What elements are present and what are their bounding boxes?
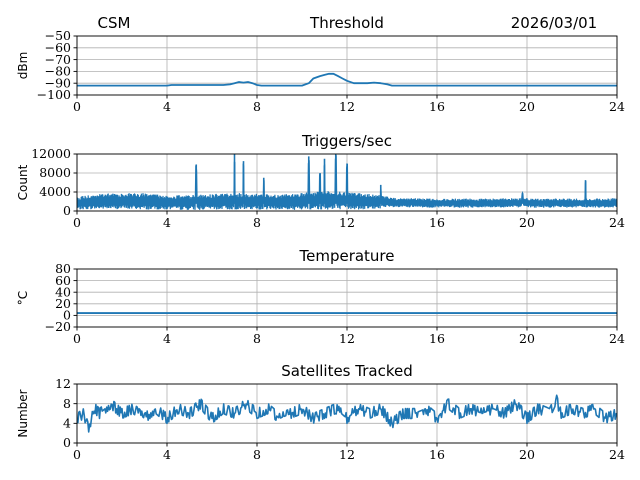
- threshold-line: [77, 72, 617, 87]
- y-axis-label: dBm: [16, 52, 30, 80]
- x-tick-label: 16: [429, 447, 445, 462]
- y-axis-label: Number: [16, 389, 30, 437]
- y-tick-label: 12: [55, 376, 71, 391]
- x-tick-label: 16: [429, 331, 445, 346]
- y-axis-label: °C: [16, 291, 30, 305]
- data-layer: [77, 154, 617, 211]
- chart-title: Temperature: [298, 247, 394, 265]
- x-tick-label: 4: [163, 215, 171, 230]
- x-tick-label: 24: [609, 331, 625, 346]
- y-tick-label: 0: [63, 203, 71, 218]
- y-tick-label: −80: [45, 64, 71, 79]
- y-tick-label: −60: [45, 40, 71, 55]
- y-tick-label: 40: [55, 284, 71, 299]
- x-tick-label: 8: [253, 215, 261, 230]
- y-tick-label: −20: [45, 319, 71, 334]
- x-tick-label: 20: [519, 215, 535, 230]
- y-tick-label: −100: [37, 87, 71, 102]
- x-tick-label: 20: [519, 447, 535, 462]
- x-tick-label: 12: [339, 447, 355, 462]
- y-tick-label: 80: [55, 261, 71, 276]
- y-tick-label: 0: [63, 308, 71, 323]
- y-tick-label: 4000: [39, 184, 71, 199]
- data-layer: [77, 394, 617, 433]
- chart-title: Satellites Tracked: [281, 362, 412, 380]
- x-tick-label: 12: [339, 99, 355, 114]
- panel-2: 0 4 8 12 16 20 24 0 4000 8000 12000 Triggers/sec Cou…: [16, 132, 625, 230]
- y-axis-label: Count: [16, 164, 30, 200]
- x-tick-label: 0: [73, 331, 81, 346]
- x-tick-label: 4: [163, 99, 171, 114]
- y-tick-label: 8: [63, 396, 71, 411]
- y-tick-label: 4: [63, 416, 71, 431]
- x-tick-label: 24: [609, 99, 625, 114]
- x-tick-label: 20: [519, 99, 535, 114]
- y-tick-label: 12000: [31, 146, 71, 161]
- y-tick-label: 20: [55, 296, 71, 311]
- date-label: 2026/03/01: [511, 14, 597, 32]
- y-tick-label: −70: [45, 52, 71, 67]
- x-tick-label: 8: [253, 447, 261, 462]
- x-tick-label: 4: [163, 447, 171, 462]
- chart-title: Threshold: [309, 14, 384, 32]
- x-tick-label: 8: [253, 331, 261, 346]
- y-tick-label: 0: [63, 435, 71, 450]
- satellites-line: [77, 394, 617, 433]
- station-label: CSM: [98, 14, 131, 32]
- x-tick-label: 16: [429, 215, 445, 230]
- y-tick-label: 8000: [39, 165, 71, 180]
- x-tick-label: 12: [339, 331, 355, 346]
- x-tick-label: 24: [609, 215, 625, 230]
- x-tick-label: 20: [519, 331, 535, 346]
- x-tick-label: 0: [73, 447, 81, 462]
- x-tick-label: 0: [73, 99, 81, 114]
- data-layer: [77, 72, 617, 87]
- chart-title: Triggers/sec: [301, 132, 392, 150]
- y-tick-label: −90: [45, 75, 71, 90]
- x-tick-label: 0: [73, 215, 81, 230]
- chart-panels: 0 4 8 12 16 20 24 −100−90−80−70−60−50 Threshold d…: [16, 14, 625, 462]
- y-tick-label: −50: [45, 28, 71, 43]
- panel-1: 0 4 8 12 16 20 24 −100−90−80−70−60−50 Threshold d…: [16, 14, 625, 114]
- x-tick-label: 24: [609, 447, 625, 462]
- x-tick-label: 16: [429, 99, 445, 114]
- x-tick-label: 4: [163, 331, 171, 346]
- x-tick-label: 8: [253, 99, 261, 114]
- y-tick-label: 60: [55, 273, 71, 288]
- panel-4: 0 4 8 12 16 20 24 0 4 8 12 Satellites Tracked Number: [16, 362, 625, 462]
- x-tick-label: 12: [339, 215, 355, 230]
